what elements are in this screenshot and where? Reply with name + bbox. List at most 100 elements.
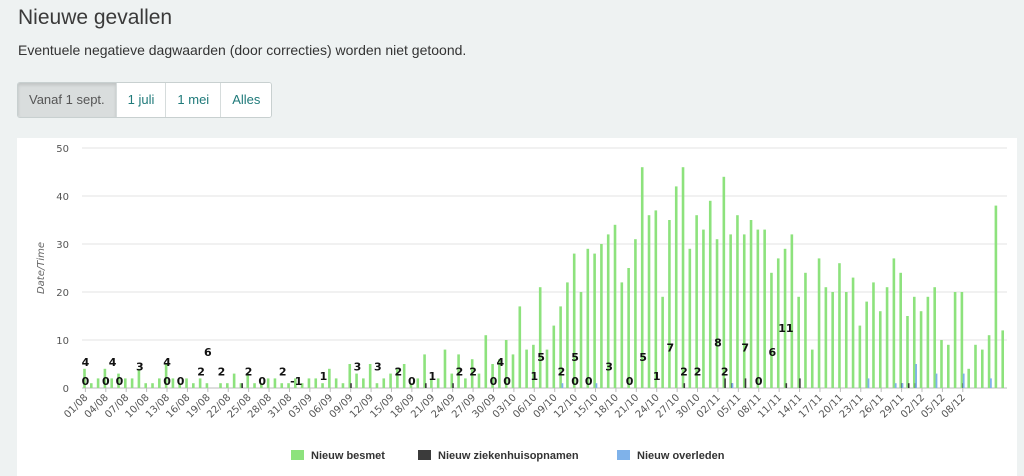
bar-nieuw-besmet: [375, 383, 379, 388]
bar-nieuw-besmet: [627, 268, 630, 388]
bar-nieuw-besmet: [600, 244, 603, 388]
bar-nieuw-besmet: [232, 373, 236, 388]
data-label: 1: [320, 370, 328, 383]
bar-nieuw-besmet: [124, 378, 127, 388]
range-button-alles[interactable]: Alles: [221, 83, 272, 117]
range-button-1-juli[interactable]: 1 juli: [116, 83, 167, 117]
bar-nieuw-besmet: [899, 272, 902, 388]
bar-nieuw-besmet: [436, 378, 440, 388]
bar-nieuw-besmet: [756, 229, 760, 388]
bar-nieuw-besmet: [810, 349, 814, 388]
bar-nieuw-besmet: [783, 248, 787, 388]
bar-nieuw-ziekenhuisopnamen: [683, 383, 686, 388]
bar-nieuw-besmet: [980, 349, 984, 388]
data-label: 2: [456, 365, 464, 378]
bar-nieuw-besmet: [504, 340, 508, 388]
bar-nieuw-besmet: [164, 364, 168, 388]
bar-nieuw-besmet: [715, 239, 719, 388]
bar-nieuw-besmet: [239, 383, 243, 388]
data-label: 4: [496, 356, 504, 369]
bar-nieuw-besmet: [552, 325, 556, 388]
bar-nieuw-overleden: [894, 383, 897, 388]
range-button-1-mei[interactable]: 1 mei: [166, 83, 222, 117]
bar-nieuw-besmet: [457, 354, 460, 388]
bar-nieuw-besmet: [498, 359, 501, 388]
data-label: 2: [279, 365, 287, 378]
data-label: 7: [666, 341, 674, 354]
legend-label: Nieuw overleden: [637, 450, 725, 462]
bar-nieuw-overleden: [731, 383, 734, 388]
bar-nieuw-besmet: [940, 340, 943, 388]
bar-nieuw-besmet: [695, 215, 698, 388]
bar-nieuw-besmet: [273, 378, 277, 388]
bar-nieuw-ziekenhuisopnamen: [452, 383, 454, 388]
bar-nieuw-besmet: [477, 373, 481, 388]
data-label: 0: [755, 375, 763, 388]
bar-nieuw-besmet: [491, 364, 494, 388]
bar-nieuw-besmet: [729, 234, 732, 388]
data-label: 6: [769, 346, 777, 359]
bar-nieuw-besmet: [681, 167, 685, 388]
bar-nieuw-besmet: [96, 378, 100, 388]
bar-nieuw-besmet: [430, 378, 433, 388]
data-label: 3: [374, 361, 382, 374]
bar-nieuw-besmet: [260, 383, 263, 388]
bar-nieuw-overleden: [915, 364, 917, 388]
bar-nieuw-besmet: [280, 383, 284, 388]
bar-nieuw-ziekenhuisopnamen: [241, 383, 243, 388]
bar-nieuw-besmet: [545, 349, 549, 388]
bar-nieuw-besmet: [831, 292, 834, 388]
bar-nieuw-besmet: [749, 220, 753, 388]
date-range-selector: Vanaf 1 sept. 1 juli 1 mei Alles: [17, 82, 273, 118]
range-button-vanaf-1-sept[interactable]: Vanaf 1 sept.: [18, 83, 117, 117]
data-label: 0: [490, 375, 498, 388]
bar-nieuw-besmet: [219, 383, 222, 388]
bar-nieuw-besmet: [776, 258, 780, 388]
bar-nieuw-besmet: [797, 296, 800, 388]
bar-nieuw-besmet: [566, 282, 569, 388]
bar-nieuw-besmet: [518, 306, 522, 388]
bar-nieuw-besmet: [790, 234, 794, 388]
bar-nieuw-besmet: [90, 383, 93, 388]
bar-nieuw-besmet: [579, 292, 583, 388]
bar-nieuw-besmet: [987, 335, 991, 388]
bar-nieuw-besmet: [702, 229, 705, 388]
bar-nieuw-ziekenhuisopnamen: [799, 378, 801, 388]
data-label: 4: [163, 356, 171, 369]
bar-nieuw-besmet: [158, 378, 161, 388]
bar-nieuw-besmet: [321, 383, 324, 388]
x-tick-label: 08/12: [940, 392, 968, 420]
bar-nieuw-besmet: [613, 224, 617, 388]
bar-nieuw-besmet: [110, 378, 114, 388]
bar-nieuw-besmet: [538, 287, 542, 388]
page-subtitle: Eventuele negatieve dagwaarden (door cor…: [18, 42, 467, 58]
bar-nieuw-besmet: [484, 335, 488, 388]
bar-nieuw-besmet: [266, 378, 270, 388]
bar-nieuw-besmet: [974, 344, 977, 388]
bar-nieuw-besmet: [246, 373, 250, 388]
bar-nieuw-besmet: [933, 287, 936, 388]
data-label: 5: [571, 351, 579, 364]
data-label: 1: [428, 370, 436, 383]
bar-nieuw-besmet: [967, 368, 970, 388]
bar-nieuw-ziekenhuisopnamen: [785, 383, 788, 388]
bar-nieuw-besmet: [171, 378, 175, 388]
bar-nieuw-ziekenhuisopnamen: [350, 383, 352, 388]
y-tick-label: 10: [56, 336, 69, 347]
bar-nieuw-besmet: [926, 296, 930, 388]
data-label: 0: [102, 375, 110, 388]
y-tick-label: 40: [56, 192, 69, 203]
bar-nieuw-besmet: [178, 383, 182, 388]
bar-nieuw-besmet: [960, 292, 964, 388]
data-label: 0: [116, 375, 124, 388]
bar-nieuw-besmet: [443, 349, 447, 388]
bar-nieuw-besmet: [620, 282, 624, 388]
legend-swatch: [291, 450, 304, 460]
data-label: 1: [530, 370, 538, 383]
bar-nieuw-besmet: [368, 364, 372, 388]
data-label: 8: [714, 337, 722, 350]
bar-nieuw-besmet: [906, 316, 909, 388]
bar-nieuw-besmet: [708, 200, 712, 388]
bar-nieuw-besmet: [362, 378, 365, 388]
